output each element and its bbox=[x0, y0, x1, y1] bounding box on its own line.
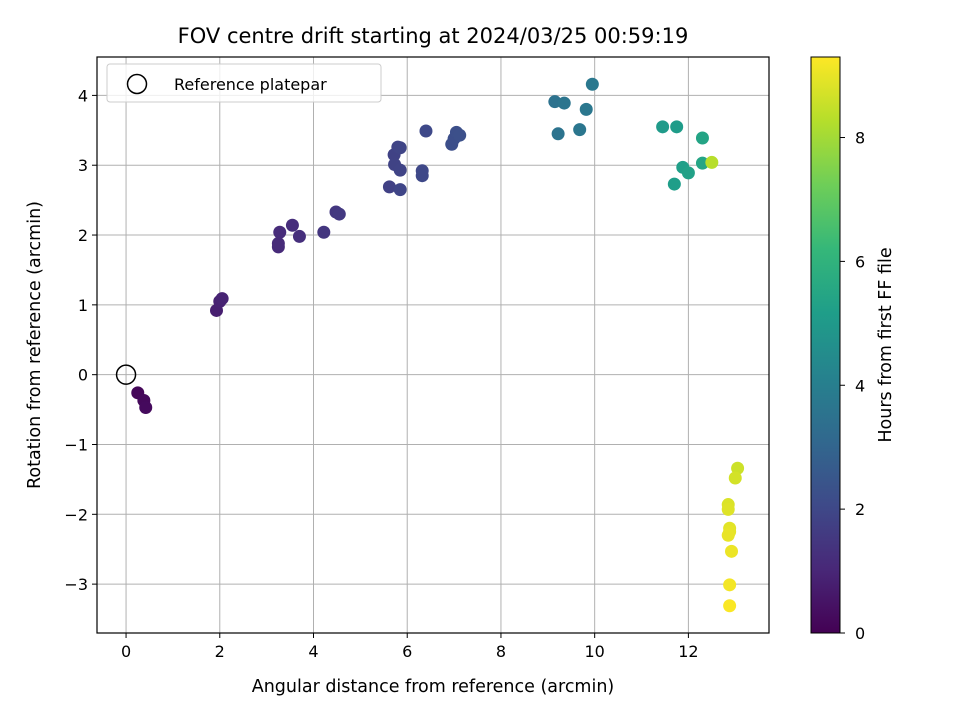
scatter-point bbox=[705, 155, 719, 169]
scatter-point bbox=[585, 77, 599, 91]
colorbar-ticks: 0 2 4 6 8 bbox=[840, 129, 865, 643]
y-tick-label: 1 bbox=[78, 296, 88, 315]
y-tick-label: −2 bbox=[64, 505, 88, 524]
x-tick-label: 6 bbox=[402, 642, 412, 661]
scatter-point bbox=[317, 225, 331, 239]
scatter-point bbox=[573, 123, 587, 137]
y-tick-label: −1 bbox=[64, 435, 88, 454]
y-tick-label: 2 bbox=[78, 226, 88, 245]
scatter-point bbox=[271, 236, 285, 250]
scatter-point bbox=[292, 229, 306, 243]
scatter-point bbox=[725, 544, 739, 558]
grid bbox=[97, 57, 769, 633]
scatter-point bbox=[273, 225, 287, 239]
scatter-point bbox=[419, 124, 433, 138]
reference-platepar-marker bbox=[115, 364, 137, 385]
colorbar-tick-label: 8 bbox=[855, 129, 865, 148]
reference-marker-layer bbox=[115, 364, 137, 385]
legend-box bbox=[106, 63, 382, 103]
scatter-point bbox=[656, 120, 670, 134]
x-tick-label: 12 bbox=[678, 642, 698, 661]
scatter-point bbox=[695, 131, 709, 145]
scatter-point bbox=[681, 166, 695, 180]
scatter-point bbox=[667, 177, 681, 191]
x-tick-label: 8 bbox=[496, 642, 506, 661]
scatter-point bbox=[728, 471, 742, 485]
scatter-point bbox=[579, 102, 593, 116]
x-tick-label: 0 bbox=[121, 642, 131, 661]
scatter-point bbox=[393, 183, 407, 197]
y-tick-label: 3 bbox=[78, 156, 88, 175]
x-axis-label: Angular distance from reference (arcmin) bbox=[252, 677, 615, 697]
scatter-point bbox=[415, 169, 429, 183]
scatter-point bbox=[332, 207, 346, 221]
x-tick-label: 10 bbox=[584, 642, 604, 661]
scatter-point bbox=[215, 292, 229, 306]
colorbar-gradient bbox=[810, 56, 841, 634]
y-tick-label: 4 bbox=[78, 86, 88, 105]
scatter-point bbox=[723, 578, 737, 592]
scatter-point bbox=[285, 218, 299, 232]
x-tick-label: 4 bbox=[308, 642, 318, 661]
x-tick-label: 2 bbox=[215, 642, 225, 661]
scatter-point bbox=[557, 96, 571, 110]
colorbar: 0 2 4 6 8 Hours from first FF file bbox=[810, 56, 896, 643]
scatter-point bbox=[393, 141, 407, 155]
scatter-point bbox=[551, 127, 565, 141]
colorbar-tick-label: 4 bbox=[855, 376, 865, 395]
chart-title: FOV centre drift starting at 2024/03/25 … bbox=[178, 24, 689, 48]
legend: Reference platepar bbox=[106, 63, 382, 103]
scatter-points bbox=[131, 77, 745, 613]
y-tick-label: 0 bbox=[78, 366, 88, 385]
scatter-point bbox=[695, 156, 709, 170]
legend-marker bbox=[126, 73, 148, 95]
y-axis-ticks: −3 −2 −1 0 1 2 3 4 bbox=[64, 86, 97, 594]
scatter-point bbox=[139, 400, 153, 414]
scatter-point bbox=[721, 502, 735, 516]
y-tick-label: −3 bbox=[64, 575, 88, 594]
scatter-point bbox=[393, 163, 407, 177]
plot-area-frame bbox=[96, 56, 770, 634]
x-axis-ticks: 0 2 4 6 8 10 12 bbox=[121, 633, 699, 661]
scatter-point bbox=[670, 120, 684, 134]
colorbar-label: Hours from first FF file bbox=[876, 247, 896, 442]
colorbar-tick-label: 0 bbox=[855, 624, 865, 643]
scatter-point bbox=[721, 528, 735, 542]
colorbar-tick-label: 2 bbox=[855, 500, 865, 519]
scatter-point bbox=[453, 128, 467, 142]
y-axis-label: Rotation from reference (arcmin) bbox=[25, 201, 45, 489]
colorbar-tick-label: 6 bbox=[855, 252, 865, 271]
scatter-point bbox=[723, 599, 737, 613]
scatter-point bbox=[382, 180, 396, 194]
legend-label: Reference platepar bbox=[174, 75, 327, 94]
scatter-point bbox=[731, 461, 745, 475]
